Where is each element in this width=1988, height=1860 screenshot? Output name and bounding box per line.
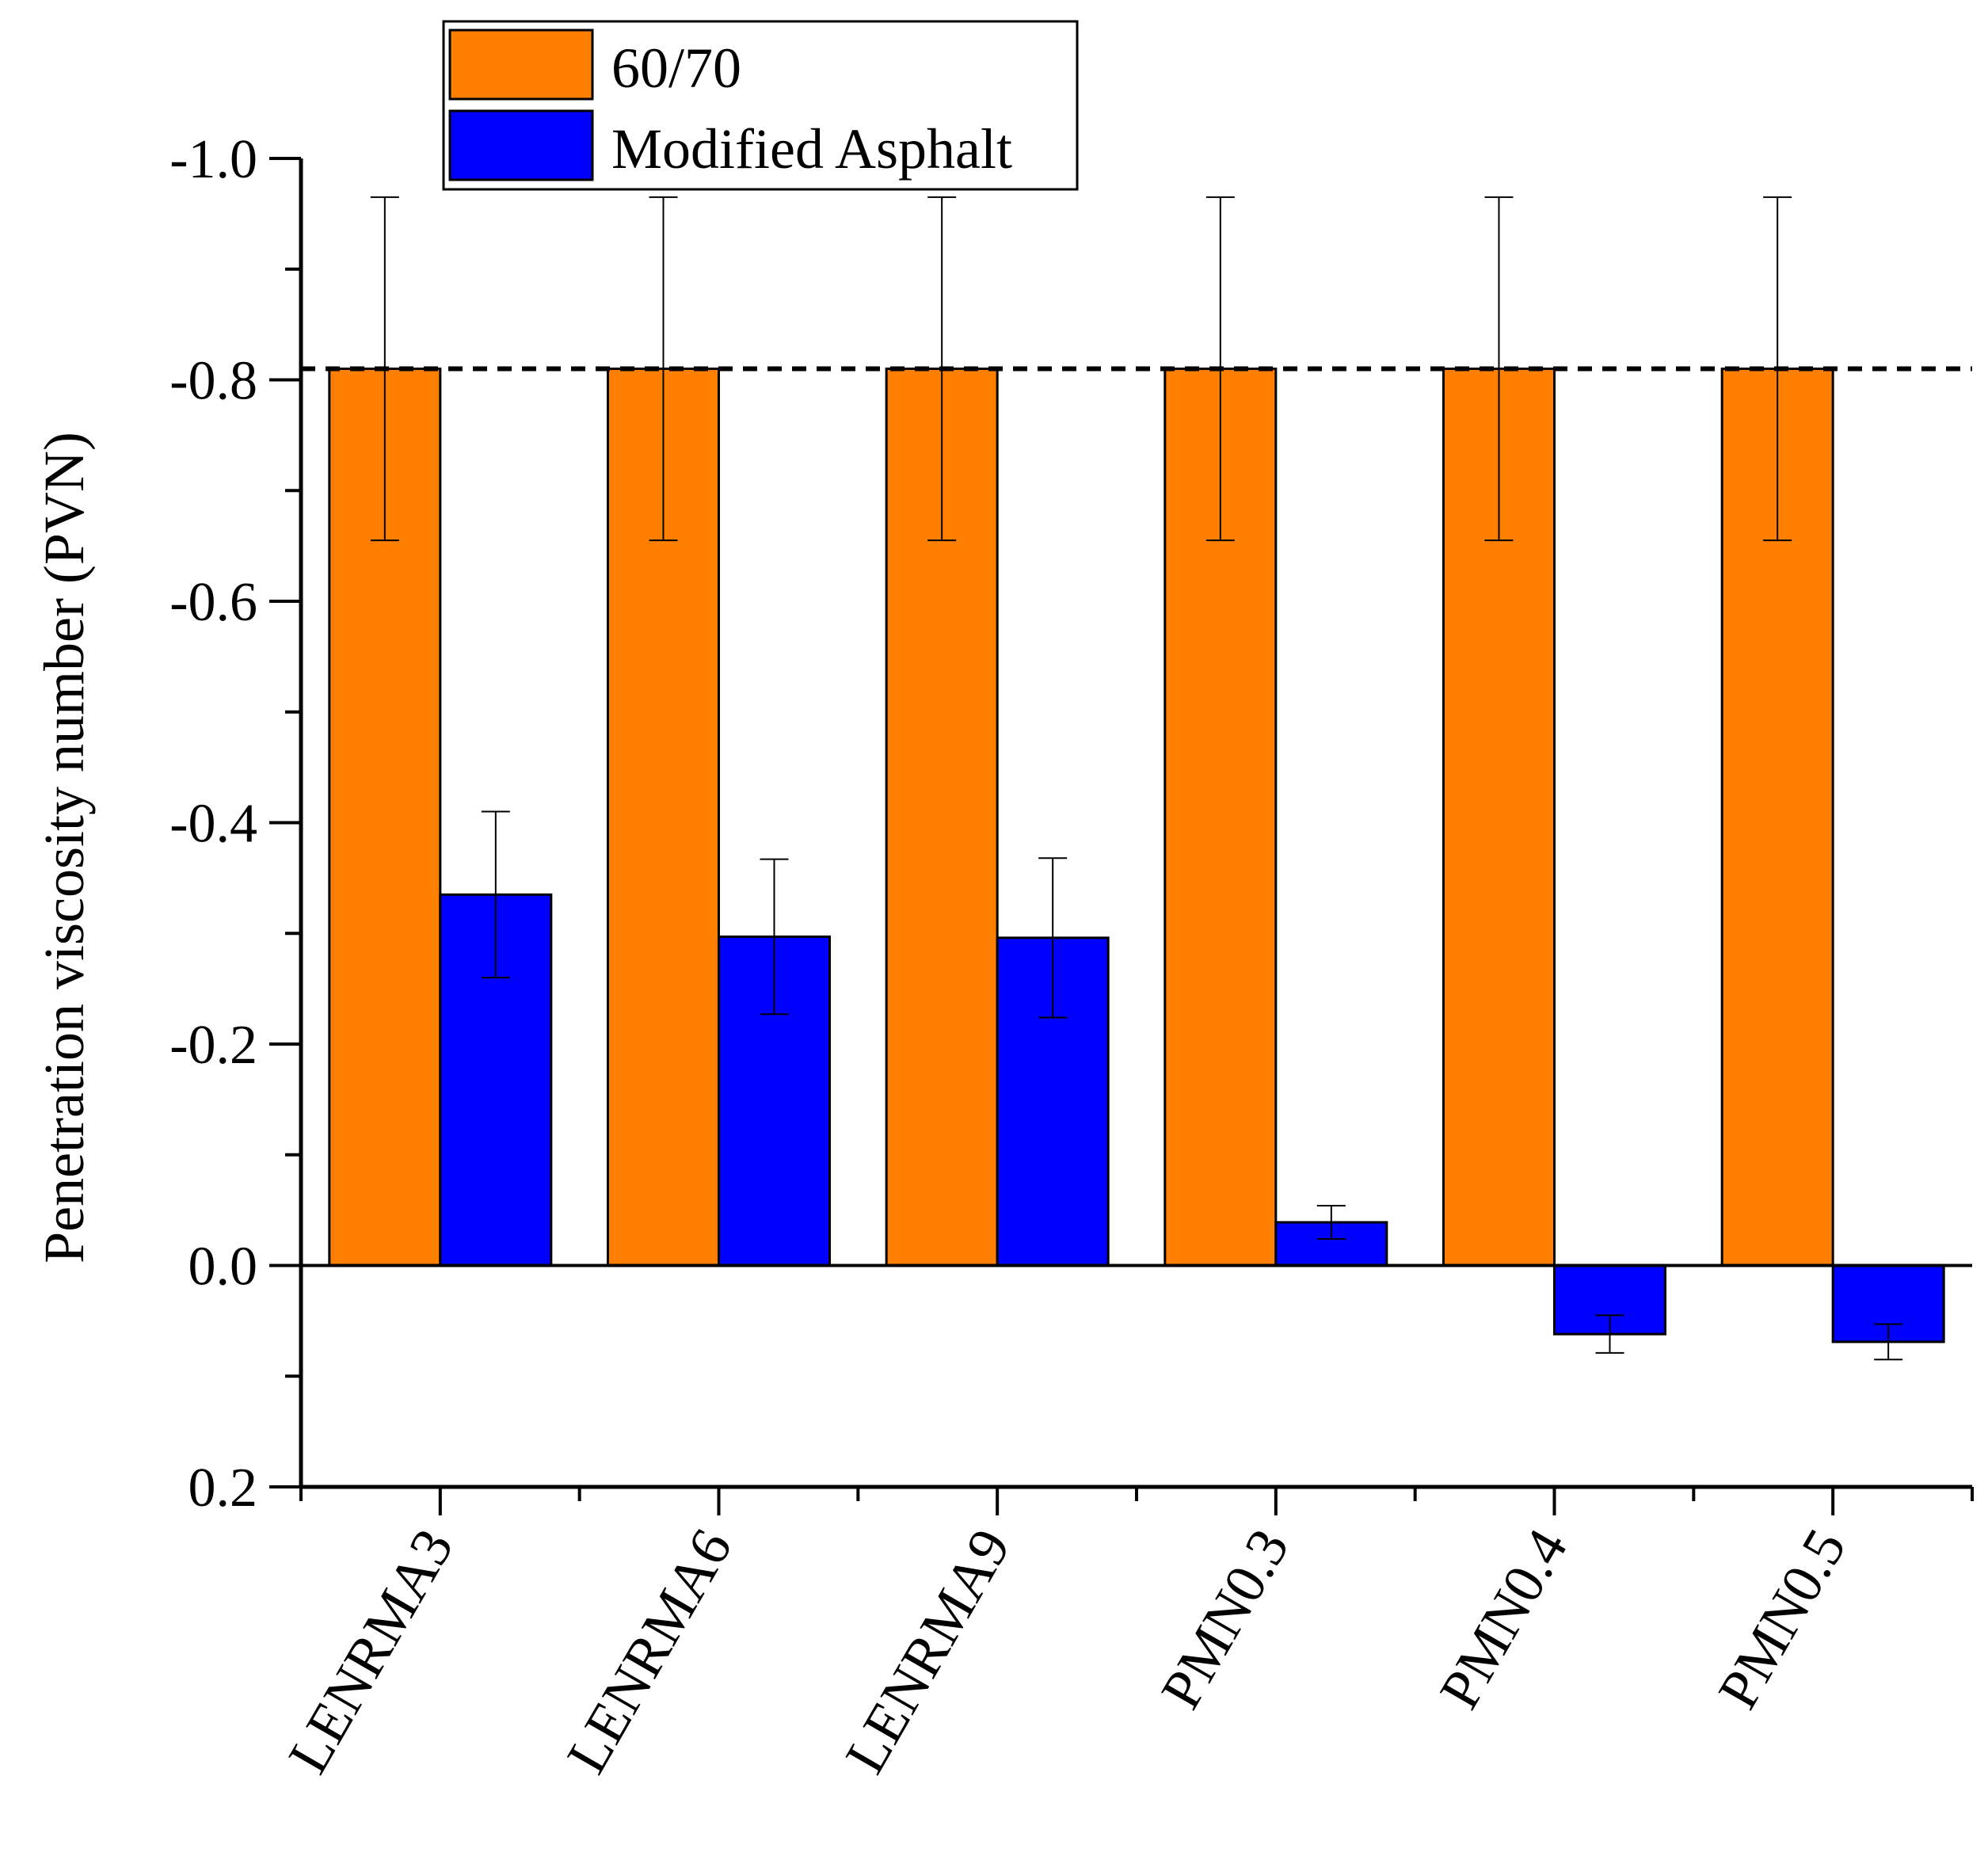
y-tick-label: -1.0 (169, 129, 257, 190)
legend: 60/70 Modified Asphalt (442, 20, 1079, 191)
x-category-label-pmn0-3: PMN0.3 (1148, 1519, 1301, 1719)
y-tick-label: -0.4 (169, 794, 257, 855)
y-tick-label: 0.0 (189, 1237, 258, 1298)
x-category-label-pmn0-5: PMN0.5 (1706, 1519, 1858, 1719)
y-axis-title: Penetration viscosity number (PVN) (32, 432, 96, 1264)
legend-label-modified-asphalt: Modified Asphalt (611, 117, 1012, 181)
x-category-label-lenrma6: LENRMA6 (554, 1519, 744, 1783)
x-category-label-lenrma3: LENRMA3 (276, 1519, 465, 1783)
y-tick-label: -0.2 (169, 1015, 257, 1076)
plot-layer: 0.2 0.0 -0.2 -0.4 -0.6 -0.8 -1.0 LENRMA3 LENRMA6… (169, 129, 1974, 1783)
y-tick-label: 0.2 (189, 1458, 258, 1519)
y-tick-label: -0.8 (169, 351, 257, 412)
legend-swatch-modified-asphalt (448, 109, 594, 181)
y-tick-label: -0.6 (169, 572, 257, 633)
x-category-label-pmn0-4: PMN0.4 (1427, 1519, 1579, 1719)
x-category-label-lenrma9: LENRMA9 (833, 1519, 1023, 1783)
legend-label-60-70: 60/70 (611, 36, 741, 100)
legend-swatch-60-70 (448, 29, 594, 101)
